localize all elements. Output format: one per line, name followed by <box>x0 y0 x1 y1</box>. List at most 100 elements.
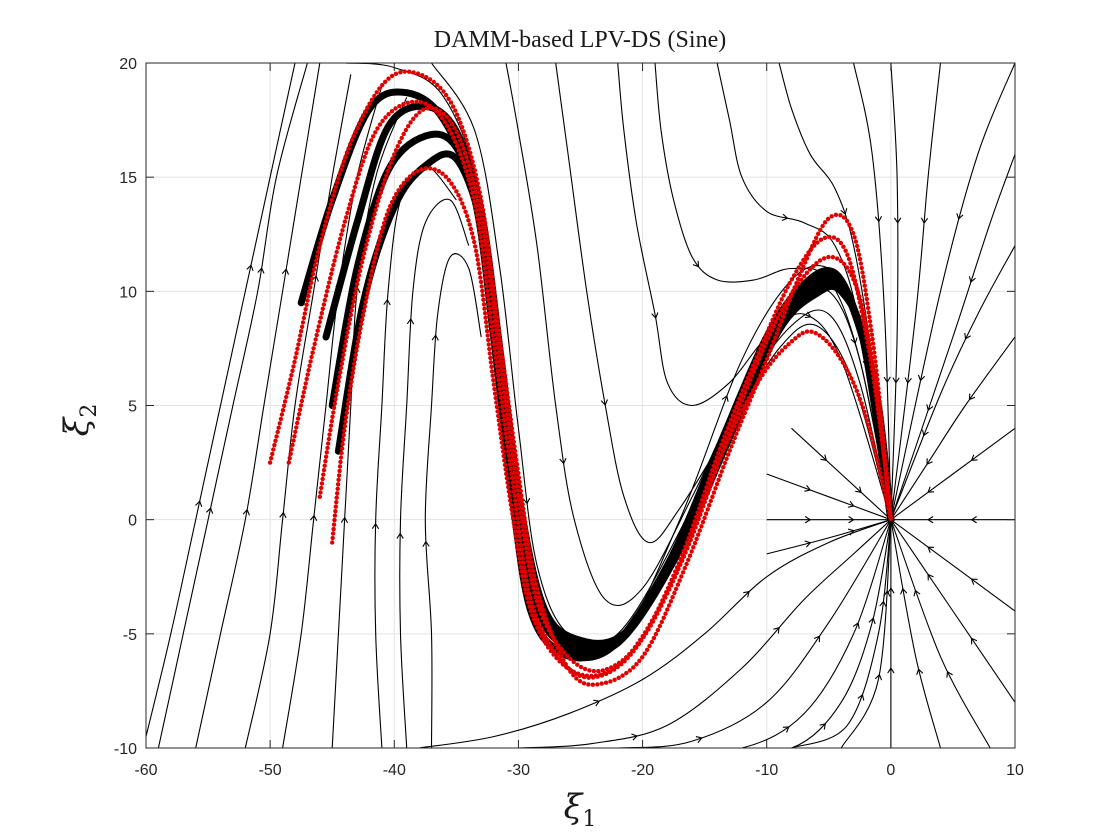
demonstration-point <box>501 417 507 423</box>
demonstration-point <box>342 343 348 349</box>
demonstration-point <box>741 394 746 399</box>
demonstration-point <box>791 273 797 278</box>
demonstration-point <box>651 635 657 641</box>
demonstration-point <box>848 261 853 266</box>
demonstration-point <box>332 258 337 263</box>
demonstration-point <box>492 386 497 392</box>
streamline <box>890 245 1015 520</box>
demonstration-point <box>308 359 313 364</box>
demonstration-point <box>519 547 524 552</box>
demonstration-point <box>486 265 491 270</box>
demonstration-point <box>369 97 375 103</box>
demonstration-point <box>523 591 529 596</box>
demonstration-point <box>450 104 456 109</box>
demonstration-point <box>505 416 510 422</box>
demonstration-point <box>766 336 771 341</box>
demonstration-point <box>779 307 785 313</box>
demonstration-point <box>496 373 501 378</box>
demonstration-point <box>875 396 880 401</box>
demonstration-point <box>581 681 587 686</box>
demonstration-point <box>478 194 483 199</box>
demonstration-point <box>789 339 795 344</box>
demonstration-point <box>290 368 295 373</box>
demonstration-point <box>347 321 352 326</box>
demonstration-point <box>318 241 323 246</box>
demonstration-point <box>478 275 483 280</box>
stream-arrow <box>893 217 902 224</box>
demonstration-point <box>826 254 831 260</box>
demonstration-point <box>659 619 664 625</box>
demonstration-point <box>351 366 356 371</box>
demonstration-point <box>521 532 527 538</box>
stream-arrow <box>887 587 895 594</box>
demonstration-point <box>482 266 487 271</box>
demonstration-point <box>533 613 538 618</box>
streamline <box>146 63 296 737</box>
demonstration-point <box>881 449 886 455</box>
demonstration-point <box>632 645 638 650</box>
demonstration-point <box>764 340 769 345</box>
demonstration-point <box>353 129 358 135</box>
demonstration-point <box>498 395 504 400</box>
demonstration-point <box>409 99 415 105</box>
demonstration-point <box>761 364 766 370</box>
demonstration-point <box>486 269 492 274</box>
demonstration-point <box>480 252 486 258</box>
demonstration-point <box>404 177 409 182</box>
stream-arrow <box>804 516 812 524</box>
demonstration-point <box>470 190 475 196</box>
demonstration-point <box>512 448 518 454</box>
demonstration-point <box>501 385 506 391</box>
stream-arrow <box>195 500 203 507</box>
demonstration-point <box>401 180 406 186</box>
stream-arrow <box>804 484 812 492</box>
demonstration-point <box>322 463 327 468</box>
demonstration-point <box>341 432 346 438</box>
demonstration-point <box>602 671 607 676</box>
demonstration-point <box>782 303 787 309</box>
demonstration-point <box>492 391 498 396</box>
demonstration-point <box>337 464 343 469</box>
demonstration-point <box>483 275 488 280</box>
demonstration-point <box>507 458 512 463</box>
demonstration-point <box>885 489 891 495</box>
demonstration-point <box>660 598 665 604</box>
demonstration-point <box>865 305 871 311</box>
demonstration-point <box>465 142 470 147</box>
demonstration-point <box>717 457 723 462</box>
demonstration-point <box>378 190 383 195</box>
demonstration-point <box>298 333 303 338</box>
demonstration-point <box>389 199 395 205</box>
demonstration-point <box>489 324 494 329</box>
demonstration-point <box>338 370 343 375</box>
demonstration-point <box>751 388 756 393</box>
demonstration-point <box>349 137 355 143</box>
demonstration-point <box>368 273 374 278</box>
demonstration-point <box>365 290 370 296</box>
demonstration-point <box>363 299 368 305</box>
demonstration-point <box>824 338 829 344</box>
demonstration-point <box>841 215 847 220</box>
demonstration-point <box>512 470 517 475</box>
x-axis-label: ξ1 <box>564 787 597 832</box>
demonstration-point <box>464 213 470 219</box>
demonstration-point <box>812 243 817 248</box>
demonstration-point <box>700 503 705 508</box>
demonstration-point <box>506 425 511 431</box>
demonstration-point <box>538 625 544 630</box>
demonstration-point <box>462 150 468 156</box>
demonstration-point <box>415 169 420 174</box>
demonstration-point <box>521 578 526 583</box>
demonstration-point <box>645 647 650 652</box>
demonstration-point <box>497 358 503 364</box>
demonstration-point <box>353 290 358 296</box>
demonstration-point <box>697 511 702 517</box>
demonstration-point <box>554 655 559 661</box>
demonstration-point <box>694 520 699 525</box>
demonstration-point <box>376 199 381 204</box>
demonstration-point <box>476 266 482 271</box>
demonstration-point <box>406 124 411 129</box>
demonstration-point <box>366 286 371 291</box>
demonstration-point <box>548 648 554 654</box>
demonstration-point <box>529 600 534 605</box>
